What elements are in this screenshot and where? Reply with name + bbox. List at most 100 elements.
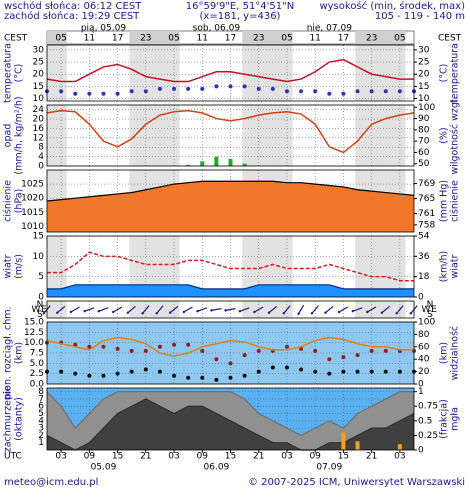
bottom-hour: 09 <box>309 452 321 462</box>
wind-arrow <box>98 307 109 312</box>
grid-point: (x=181, y=436) <box>200 11 281 22</box>
bottom-date: 05.09 <box>91 463 117 473</box>
wind-arrow <box>298 304 305 315</box>
sunset: zachód słońca: 19:29 CEST <box>4 10 140 22</box>
night-band <box>355 301 406 318</box>
night-band <box>242 301 293 318</box>
wind-arrow-head <box>310 312 314 315</box>
y2-tick-label: 0 <box>418 380 424 390</box>
y-axis-title: (oktanty) <box>14 397 25 441</box>
night-band <box>355 31 406 44</box>
bottom-date: 07.09 <box>316 463 342 473</box>
area-line <box>46 398 415 451</box>
dot <box>115 91 120 96</box>
y2-tick-label: 1 <box>418 387 424 397</box>
wind-arrow-head <box>267 311 271 314</box>
bar <box>200 161 205 166</box>
wind-arrow <box>239 307 250 312</box>
night-band <box>47 236 67 297</box>
dot <box>129 348 134 353</box>
bottom-hour: 15 <box>225 452 236 462</box>
y2-tick-label: 54 <box>418 232 430 242</box>
dot <box>87 344 92 349</box>
dot <box>383 89 388 94</box>
y2-tick-label: 40 <box>418 355 430 365</box>
dot <box>270 86 275 91</box>
y2-tick-label: 769 <box>418 179 435 189</box>
y2-tick-label: 60 <box>418 342 430 352</box>
y2-tick-label: 70 <box>418 137 430 147</box>
y-axis-title: (mm/h, kg/m²/h) <box>14 96 25 174</box>
dot <box>256 369 261 374</box>
y2-tick-label: 0.75 <box>418 402 438 412</box>
y2-tick-label: 761 <box>418 209 435 219</box>
wind-arrow <box>211 308 222 311</box>
y-tick-label: 1015 <box>21 208 44 218</box>
panel-frame <box>46 104 415 167</box>
dot <box>214 357 219 362</box>
coords: 16°59'9"E, 51°4'51"N <box>186 1 294 12</box>
dot <box>87 91 92 96</box>
wind-arrow <box>56 305 66 314</box>
dot <box>73 342 78 347</box>
y2-tick-label: 15 <box>418 82 429 92</box>
dot <box>299 367 304 372</box>
dot <box>186 375 191 380</box>
dot <box>200 348 205 353</box>
y2-axis-title: ciśnienie <box>450 180 461 222</box>
y-tick-label: 0.0 <box>30 380 45 390</box>
top-zone-right: CEST <box>438 34 462 44</box>
height-values: 105 - 119 - 140 m <box>375 11 465 22</box>
bottom-zone: UTC <box>4 452 22 462</box>
y-tick-label: 25 <box>33 58 44 68</box>
wind-arrow <box>156 305 164 314</box>
y-axis-title: temperatura <box>3 43 14 103</box>
y-tick-label: 8 <box>38 143 44 153</box>
wind-arrow <box>381 305 390 314</box>
dot <box>101 91 106 96</box>
y2-axis-title: (km/h) <box>439 251 450 282</box>
dot <box>214 84 219 89</box>
top-hour: 05 <box>55 34 66 44</box>
night-band <box>129 31 180 44</box>
dot <box>101 344 106 349</box>
wind-arrow <box>225 308 236 311</box>
wind-arrow <box>268 305 278 314</box>
dot <box>143 89 148 94</box>
area-line <box>46 180 415 202</box>
bar <box>214 156 219 166</box>
compass: N <box>37 300 44 310</box>
y2-axis-title: (frakcja) <box>439 399 450 439</box>
dot <box>157 344 162 349</box>
bottom-hour: 21 <box>140 452 151 462</box>
dot <box>284 365 289 370</box>
dot <box>115 371 120 376</box>
dot <box>242 373 247 378</box>
top-hour: 05 <box>168 34 179 44</box>
y-tick-label: 15.0 <box>24 318 44 328</box>
dot <box>355 89 360 94</box>
y2-axis-title: widzialność <box>450 326 461 381</box>
area-line <box>46 391 414 437</box>
y-axis-title: (km) <box>14 342 25 364</box>
dot <box>341 369 346 374</box>
wind-arrow <box>352 307 363 312</box>
wind-arrow <box>183 306 193 313</box>
dot <box>355 353 360 358</box>
y-tick-label: 5 <box>38 409 44 419</box>
y-tick-label: 10 <box>33 94 45 104</box>
dot <box>143 348 148 353</box>
panel-frame <box>46 44 415 102</box>
compass: E <box>431 305 437 315</box>
top-hour: 05 <box>281 34 292 44</box>
panel-frame <box>46 321 415 385</box>
wind-arrow-head <box>141 312 144 315</box>
dot <box>299 346 304 351</box>
wind-arrow-head <box>210 309 213 312</box>
y-tick-label: 7.5 <box>30 349 44 359</box>
dot <box>87 373 92 378</box>
wind-arrow <box>254 306 264 313</box>
top-hour: 23 <box>366 34 377 44</box>
wind-arrow-head <box>409 312 412 315</box>
